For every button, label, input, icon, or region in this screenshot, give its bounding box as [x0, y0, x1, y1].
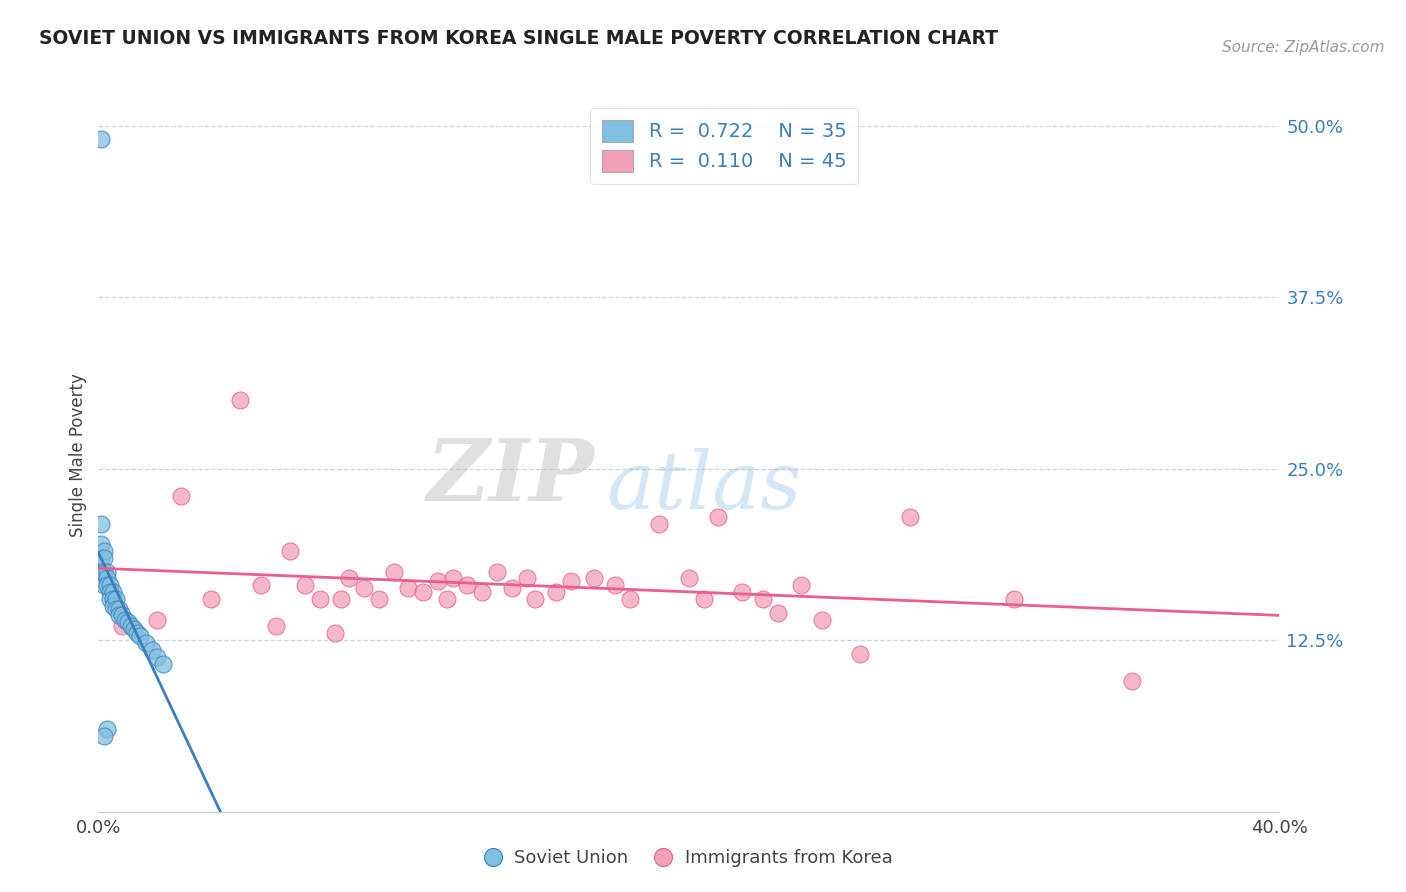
Text: Source: ZipAtlas.com: Source: ZipAtlas.com: [1222, 40, 1385, 55]
Point: [456, 578, 478, 592]
Point: [90, 537, 112, 551]
Point: [900, 509, 922, 524]
Point: [731, 585, 754, 599]
Point: [278, 544, 302, 558]
Point: [108, 608, 131, 623]
Point: [436, 592, 458, 607]
Point: [1002, 592, 1025, 607]
Point: [524, 592, 547, 607]
Point: [90, 516, 112, 531]
Point: [583, 571, 606, 585]
Y-axis label: Single Male Poverty: Single Male Poverty: [69, 373, 87, 537]
Point: [501, 581, 523, 595]
Point: [105, 601, 128, 615]
Point: [108, 601, 131, 615]
Point: [648, 516, 671, 531]
Point: [810, 613, 832, 627]
Point: [486, 565, 509, 579]
Point: [90, 132, 112, 146]
Point: [605, 578, 627, 592]
Point: [96, 571, 118, 585]
Text: atlas: atlas: [606, 449, 801, 525]
Text: ZIP: ZIP: [426, 434, 595, 518]
Point: [120, 619, 142, 633]
Point: [93, 565, 115, 579]
Legend: Soviet Union, Immigrants from Korea: Soviet Union, Immigrants from Korea: [478, 842, 900, 874]
Point: [323, 626, 346, 640]
Point: [766, 606, 789, 620]
Point: [103, 585, 125, 599]
Point: [751, 592, 773, 607]
Point: [111, 619, 134, 633]
Point: [707, 509, 730, 524]
Point: [382, 565, 405, 579]
Point: [93, 544, 115, 558]
Point: [90, 565, 112, 579]
Point: [200, 592, 222, 607]
Point: [339, 571, 360, 585]
Point: [471, 585, 494, 599]
Point: [141, 642, 163, 657]
Point: [125, 626, 148, 640]
Point: [96, 723, 118, 737]
Point: [229, 392, 252, 407]
Point: [114, 613, 136, 627]
Point: [103, 599, 125, 613]
Point: [103, 592, 125, 607]
Point: [93, 729, 115, 743]
Point: [117, 615, 139, 630]
Point: [412, 585, 434, 599]
Point: [619, 592, 641, 607]
Point: [152, 657, 174, 671]
Point: [264, 619, 287, 633]
Point: [93, 578, 115, 592]
Point: [98, 592, 121, 607]
Point: [849, 647, 872, 661]
Point: [427, 574, 450, 589]
Point: [146, 613, 169, 627]
Point: [146, 649, 169, 664]
Point: [678, 571, 700, 585]
Point: [98, 578, 121, 592]
Text: SOVIET UNION VS IMMIGRANTS FROM KOREA SINGLE MALE POVERTY CORRELATION CHART: SOVIET UNION VS IMMIGRANTS FROM KOREA SI…: [39, 29, 998, 48]
Point: [294, 578, 316, 592]
Point: [135, 636, 157, 650]
Point: [515, 571, 537, 585]
Point: [96, 565, 118, 579]
Point: [693, 592, 716, 607]
Point: [329, 592, 352, 607]
Point: [128, 629, 150, 643]
Point: [250, 578, 273, 592]
Point: [396, 581, 419, 595]
Point: [122, 622, 145, 636]
Point: [560, 574, 582, 589]
Point: [546, 585, 568, 599]
Point: [309, 592, 332, 607]
Point: [170, 489, 193, 503]
Point: [98, 585, 121, 599]
Point: [105, 592, 128, 607]
Point: [790, 578, 813, 592]
Point: [353, 581, 375, 595]
Point: [93, 550, 115, 565]
Point: [90, 550, 112, 565]
Point: [441, 571, 464, 585]
Point: [1121, 674, 1143, 689]
Point: [111, 608, 134, 623]
Point: [368, 592, 391, 607]
Point: [96, 578, 118, 592]
